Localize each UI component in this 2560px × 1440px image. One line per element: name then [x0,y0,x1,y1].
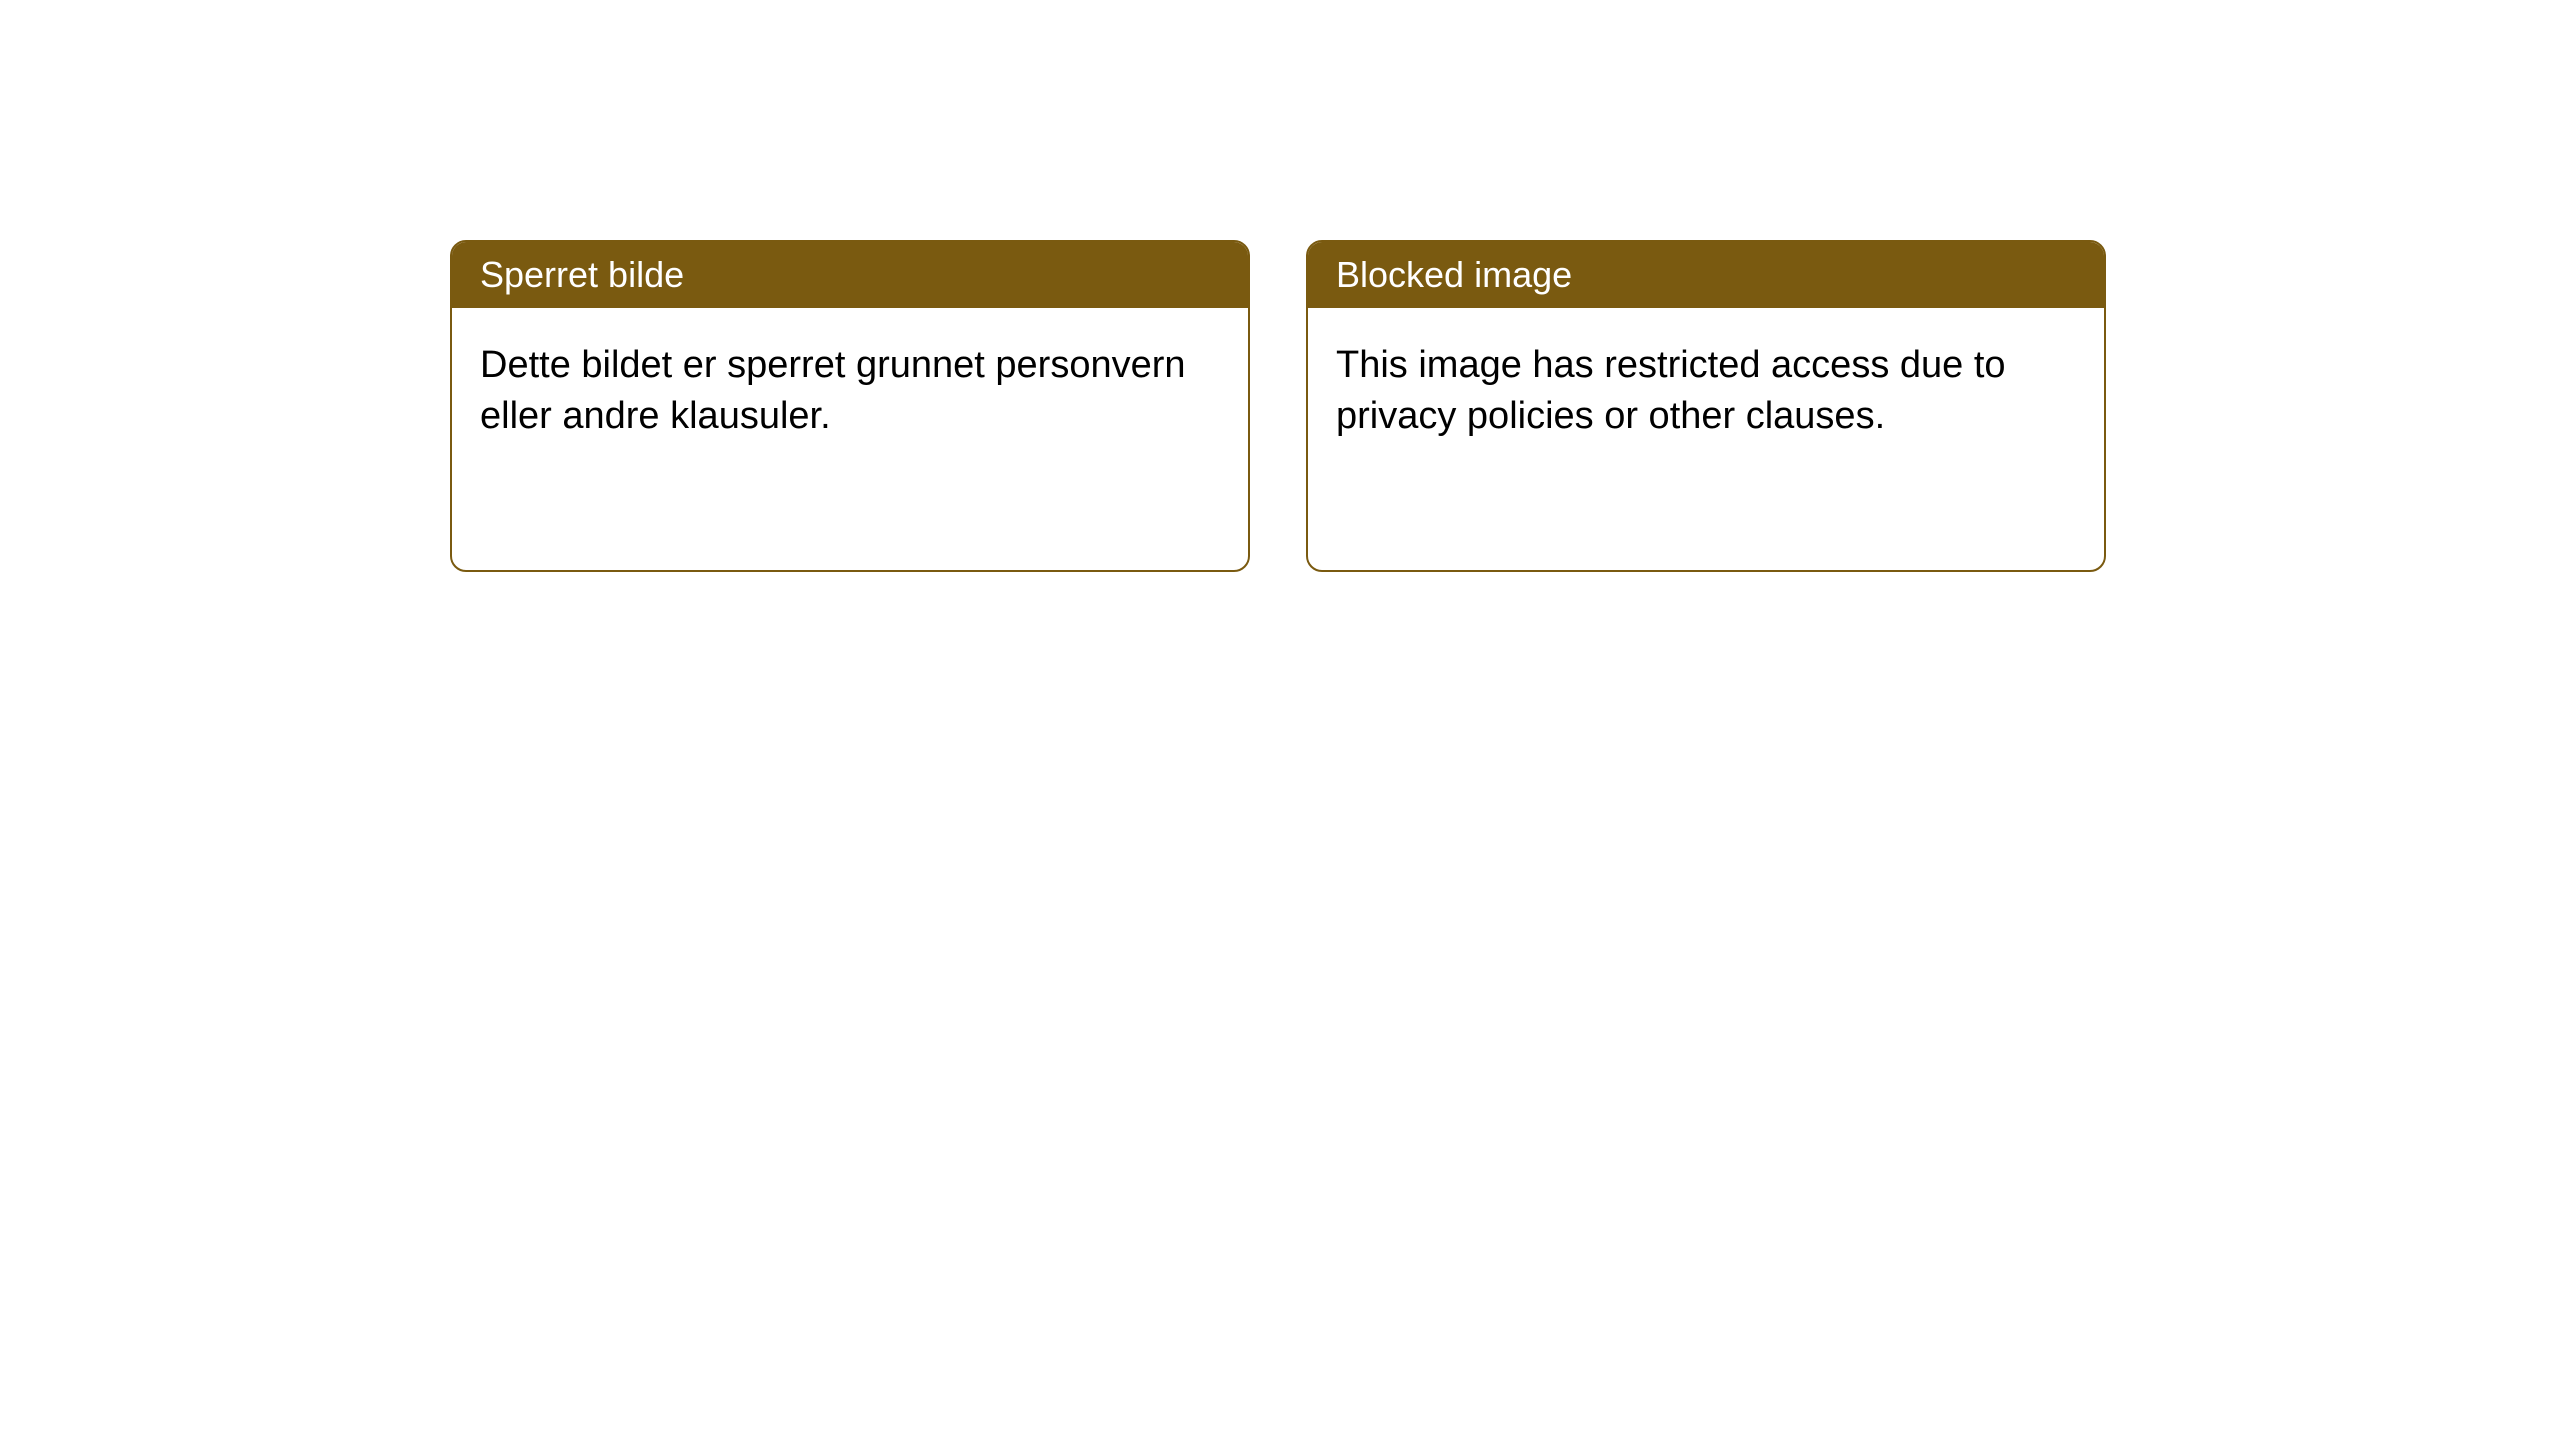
card-body-en: This image has restricted access due to … [1308,308,2104,475]
blocked-image-card-en: Blocked image This image has restricted … [1306,240,2106,572]
blocked-image-cards: Sperret bilde Dette bildet er sperret gr… [450,240,2560,572]
blocked-image-card-no: Sperret bilde Dette bildet er sperret gr… [450,240,1250,572]
card-title-no: Sperret bilde [452,242,1248,308]
card-title-en: Blocked image [1308,242,2104,308]
card-body-no: Dette bildet er sperret grunnet personve… [452,308,1248,475]
